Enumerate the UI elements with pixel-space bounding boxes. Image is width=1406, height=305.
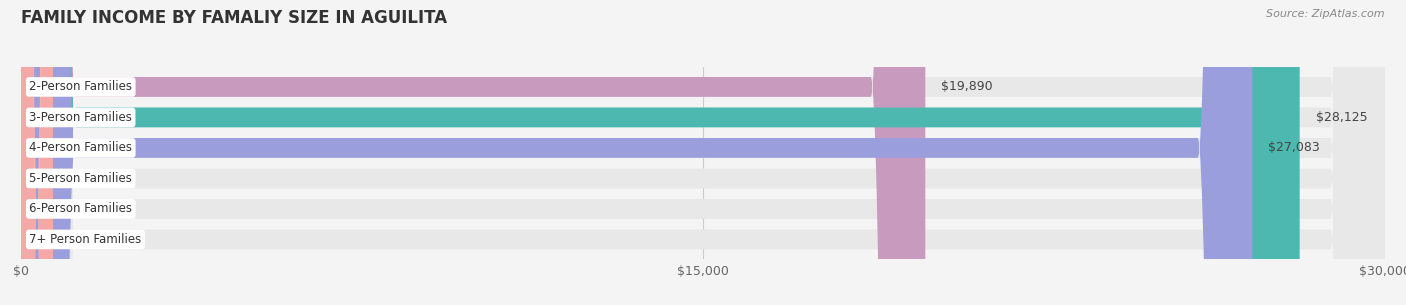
FancyBboxPatch shape xyxy=(21,0,1299,305)
FancyBboxPatch shape xyxy=(21,0,1385,305)
Text: 4-Person Families: 4-Person Families xyxy=(30,142,132,154)
FancyBboxPatch shape xyxy=(21,0,1385,305)
Text: 6-Person Families: 6-Person Families xyxy=(30,203,132,215)
Text: 3-Person Families: 3-Person Families xyxy=(30,111,132,124)
FancyBboxPatch shape xyxy=(21,0,1385,305)
FancyBboxPatch shape xyxy=(21,0,1385,305)
Text: FAMILY INCOME BY FAMALIY SIZE IN AGUILITA: FAMILY INCOME BY FAMALIY SIZE IN AGUILIT… xyxy=(21,9,447,27)
Text: $27,083: $27,083 xyxy=(1268,142,1320,154)
FancyBboxPatch shape xyxy=(21,0,1253,305)
FancyBboxPatch shape xyxy=(21,0,53,305)
FancyBboxPatch shape xyxy=(21,0,1385,305)
Text: $0: $0 xyxy=(69,233,84,246)
FancyBboxPatch shape xyxy=(21,0,53,305)
Text: $0: $0 xyxy=(69,203,84,215)
Text: Source: ZipAtlas.com: Source: ZipAtlas.com xyxy=(1267,9,1385,19)
FancyBboxPatch shape xyxy=(21,0,53,305)
FancyBboxPatch shape xyxy=(21,0,1385,305)
Text: $28,125: $28,125 xyxy=(1316,111,1367,124)
Text: 7+ Person Families: 7+ Person Families xyxy=(30,233,142,246)
Text: 5-Person Families: 5-Person Families xyxy=(30,172,132,185)
Text: $0: $0 xyxy=(69,172,84,185)
Text: $19,890: $19,890 xyxy=(941,81,993,93)
Text: 2-Person Families: 2-Person Families xyxy=(30,81,132,93)
FancyBboxPatch shape xyxy=(21,0,925,305)
